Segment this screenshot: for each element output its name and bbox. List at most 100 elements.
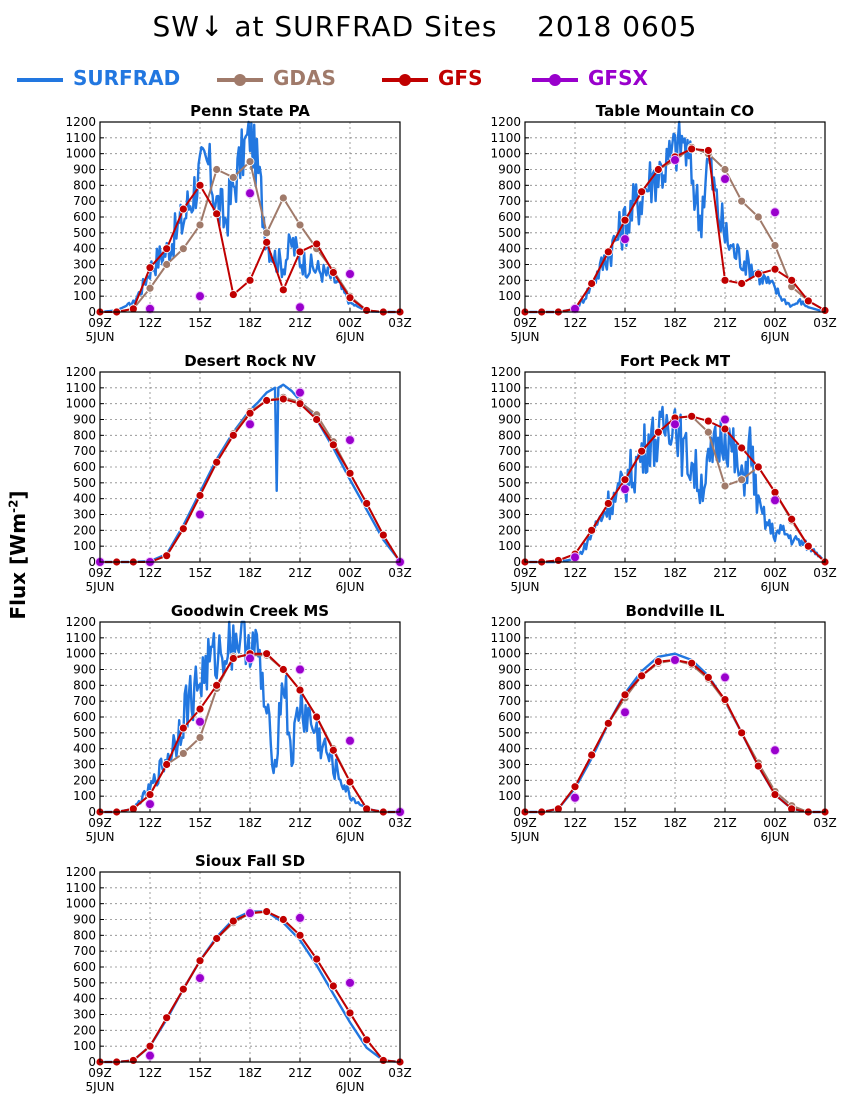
y-tick-label: 300 [73,758,96,772]
plot-frame [524,621,826,813]
point-gfs [553,556,563,565]
x-tick-label: 18Z [663,316,687,330]
point-gdas [753,212,763,222]
y-tick-label: 100 [73,289,96,303]
point-gfsx [145,1050,155,1061]
point-gfs [128,1056,138,1065]
point-gdas [178,749,188,758]
y-tick-label: 1200 [490,365,521,379]
x-tick-label: 15Z [188,566,212,580]
y-tick-label: 800 [498,178,521,192]
y-tick-label: 900 [498,163,521,177]
chart-title: Sioux Fall SD [195,852,305,870]
point-gfs [262,396,272,405]
point-gfsx [620,484,630,495]
point-gdas [770,241,780,250]
x-tick-label: 09Z [88,1066,112,1080]
point-gfs [262,649,272,659]
x-tick-label: 03Z [813,816,837,830]
y-tick-label: 0 [88,555,96,569]
x-tick-label: 03Z [813,316,837,330]
point-gfs [128,304,138,314]
point-gfs [620,215,630,225]
y-tick-label: 900 [73,413,96,427]
point-gfsx [245,419,255,430]
x-tick-label: 21Z [713,316,737,330]
y-tick-label: 900 [498,413,521,427]
point-gdas [228,173,238,182]
point-gfs [195,704,205,714]
y-tick-label: 300 [73,508,96,522]
y-tick-label: 600 [498,460,521,474]
y-tick-label: 900 [73,663,96,677]
point-gfsx [620,707,630,718]
point-gfs [703,146,713,155]
chart-panel-bondville-il: Bondville IL0100200300400500600700800900… [490,602,836,844]
y-tick-label: 100 [498,539,521,553]
y-tick-label: 700 [498,694,521,708]
point-gdas [278,193,288,203]
y-tick-label: 200 [498,273,521,287]
point-gdas [162,260,172,269]
point-gfsx [145,303,155,314]
point-gfs [653,427,663,437]
x-tick-label: 21Z [713,816,737,830]
plot-frame [99,871,401,1063]
y-tick-label: 500 [73,476,96,490]
x-tick-label: 18Z [238,566,262,580]
point-gfsx [195,716,205,727]
plot-frame [524,121,826,313]
point-gfs [345,293,355,303]
point-gdas [720,481,730,491]
y-tick-label: 1000 [490,147,521,161]
y-tick-label: 300 [498,508,521,522]
point-gfs [345,1008,355,1018]
point-gfs [178,204,188,214]
point-gfs [362,804,372,814]
point-gfs [228,290,238,299]
y-tick-label: 200 [498,523,521,537]
point-gfsx [720,672,730,683]
point-gfs [278,394,288,404]
point-gfs [162,1013,172,1023]
point-gfsx [670,655,680,665]
point-gfs [620,690,630,700]
x-tick-label: 03Z [388,566,412,580]
y-tick-label: 400 [73,992,96,1006]
point-gfs [637,671,647,681]
y-tick-label: 1100 [490,131,521,145]
point-gfsx [295,912,305,923]
point-gfs [228,916,238,926]
point-gdas [212,165,222,174]
point-gfs [278,915,288,924]
series-gfsx [95,387,405,567]
y-tick-label: 1100 [490,631,521,645]
x-tick-date-label: 5JUN [86,830,115,844]
point-gfs [195,491,205,500]
x-tick-date-label: 5JUN [86,1080,115,1094]
legend-swatch-gdas [217,74,263,86]
y-tick-label: 600 [73,460,96,474]
point-gfs [787,514,797,524]
point-gdas [145,283,155,293]
point-gfs [178,984,188,994]
y-tick-label: 500 [498,726,521,740]
point-gfs [228,654,238,663]
y-tick-label: 500 [73,726,96,740]
point-gfs [753,462,763,472]
y-tick-label: 1200 [65,365,96,379]
y-tick-label: 600 [73,210,96,224]
x-tick-label: 09Z [88,816,112,830]
y-tick-label: 400 [73,492,96,506]
x-tick-label: 12Z [138,566,162,580]
y-tick-label: 0 [513,555,521,569]
point-gfs [603,499,613,508]
y-tick-label: 1000 [65,897,96,911]
point-gdas [262,228,272,238]
y-tick-label: 400 [498,492,521,506]
legend-swatch-surfrad [17,78,63,82]
plot-frame [99,621,401,813]
y-tick-label: 1100 [65,881,96,895]
point-gfs [770,264,780,274]
point-gfs [312,239,322,249]
